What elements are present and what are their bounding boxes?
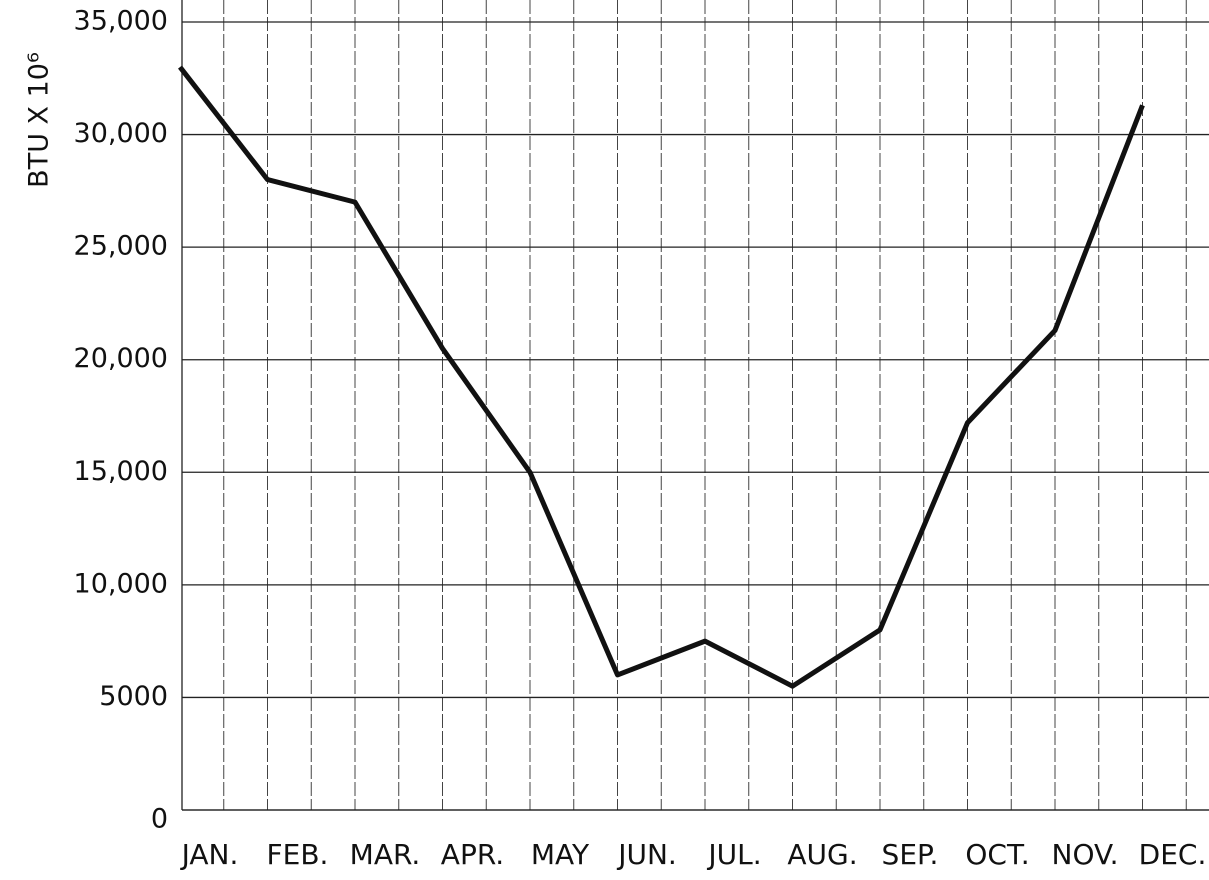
x-tick-label: OCT. [965, 838, 1029, 871]
y-tick-label: 0 [151, 804, 168, 835]
y-tick-label: 25,000 [74, 231, 168, 262]
y-axis-label: BTU X 10⁶ [24, 52, 55, 188]
x-tick-label: JUN. [616, 838, 677, 871]
x-tick-label: DEC. [1139, 838, 1207, 871]
y-tick-label: 15,000 [74, 456, 168, 487]
y-tick-label: 10,000 [74, 568, 168, 599]
x-tick-label: NOV. [1052, 838, 1119, 871]
y-tick-label: 20,000 [74, 343, 168, 374]
x-tick-label: AUG. [787, 838, 857, 871]
data-line [178, 65, 1145, 689]
y-tick-label: 30,000 [74, 118, 168, 149]
x-tick-label: SEP. [882, 838, 939, 871]
y-tick-label: 5000 [99, 681, 168, 712]
x-tick-label: MAR. [350, 838, 421, 871]
x-tick-label: JUL. [706, 838, 761, 871]
y-tick-label: 35,000 [74, 6, 168, 37]
x-tick-label: JAN. [180, 838, 239, 871]
x-tick-label: FEB. [267, 838, 329, 871]
x-tick-label: MAY [531, 838, 590, 871]
x-tick-label: APR. [441, 838, 504, 871]
